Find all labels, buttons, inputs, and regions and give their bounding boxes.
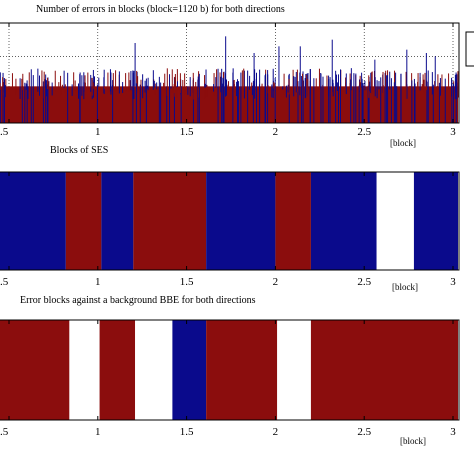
block-segment [310, 320, 458, 420]
x-tick-label: .5 [0, 126, 9, 138]
x-tick-label: 2 [273, 126, 279, 138]
block-segment [277, 320, 311, 420]
block-segment [275, 172, 311, 270]
block-segment [413, 172, 458, 270]
panel-2-plot [0, 172, 458, 270]
block-segment [206, 320, 278, 420]
block-segment [133, 172, 207, 270]
panel-2-xticks: .5 1 1.5 2 2.5 3 [0, 172, 456, 288]
block-segment [65, 172, 102, 270]
block-segment [69, 320, 100, 420]
x-tick-label: 1.5 [180, 426, 194, 438]
panel-1-title: Number of errors in blocks (block=1120 b… [36, 4, 285, 15]
x-tick-label: 3 [450, 126, 456, 138]
block-segment [0, 320, 70, 420]
x-tick-label: 1.5 [180, 276, 194, 288]
panel-errors: Number of errors in blocks (block=1120 b… [0, 4, 460, 148]
panel-bbe: Error blocks against a background BBE fo… [0, 295, 460, 446]
panel-3-plot [0, 320, 458, 420]
panel-3-xticks: .5 1 1.5 2 2.5 3 [0, 320, 456, 438]
panel-2-title: Blocks of SES [50, 145, 108, 156]
panel-1-xlabel: [block] [390, 138, 416, 148]
x-tick-label: 2.5 [357, 426, 371, 438]
x-tick-label: 1.5 [180, 126, 194, 138]
x-tick-label: .5 [0, 276, 9, 288]
block-segment [101, 172, 134, 270]
x-tick-label: .5 [0, 426, 9, 438]
x-tick-label: 1 [95, 126, 101, 138]
block-segment [172, 320, 207, 420]
block-segment [376, 172, 414, 270]
panel-3-frame [0, 319, 460, 421]
block-segment [135, 320, 173, 420]
x-tick-label: 2.5 [357, 276, 371, 288]
block-segment [206, 172, 276, 270]
panel-2-frame [0, 171, 460, 271]
panel-1-frame [0, 22, 460, 124]
legend-box [465, 31, 474, 67]
x-tick-label: 3 [450, 426, 456, 438]
panel-3-title: Error blocks against a background BBE fo… [20, 295, 256, 306]
x-tick-label: 2.5 [357, 126, 371, 138]
x-tick-label: 1 [95, 276, 101, 288]
block-segment [99, 320, 136, 420]
panel-1-xticks: .5 1 1.5 2 2.5 3 [0, 23, 456, 138]
block-segment [310, 172, 377, 270]
panel-3-xlabel: [block] [400, 436, 426, 446]
block-segment [0, 172, 66, 270]
panel-1-plot [0, 23, 459, 123]
x-tick-label: 1 [95, 426, 101, 438]
panel-ses: Blocks of SES .5 1 1.5 2 2.5 3 [block] [0, 145, 460, 292]
error-band [0, 86, 458, 123]
x-tick-label: 2 [273, 426, 279, 438]
x-tick-label: 3 [450, 276, 456, 288]
panel-2-xlabel: [block] [392, 282, 418, 292]
x-tick-label: 2 [273, 276, 279, 288]
